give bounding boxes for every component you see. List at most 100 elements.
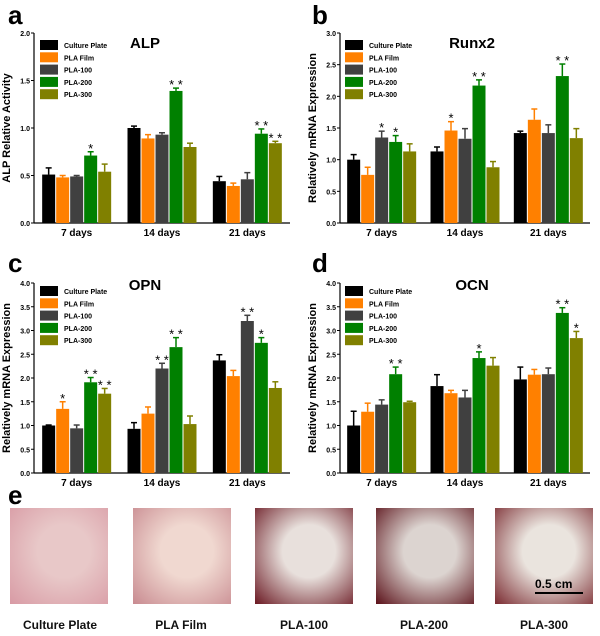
photo-pla-100	[255, 508, 353, 604]
significance-mark: * *	[98, 377, 112, 392]
y-tick-label: 1.0	[326, 424, 336, 431]
bar	[169, 347, 183, 473]
chart-runx2: Runx2 Relatively mRNA Expression 0.0 0.5 1.0…	[307, 31, 590, 239]
legend-label: PLA Film	[64, 301, 94, 308]
significance-mark: * *	[472, 69, 486, 84]
legend-swatch	[345, 64, 363, 75]
x-tick-label: 21 days	[229, 228, 266, 239]
significance-mark: * *	[254, 118, 268, 133]
bar	[141, 413, 155, 473]
legend-swatch	[345, 40, 363, 50]
legend-swatch	[40, 322, 58, 333]
bar	[98, 171, 112, 223]
significance-mark: * *	[240, 304, 254, 319]
legend-label: PLA-200	[369, 80, 397, 87]
legend-label: PLA Film	[369, 55, 399, 62]
bar	[375, 137, 389, 223]
bar	[98, 393, 112, 473]
x-tick-label: 14 days	[144, 228, 181, 239]
bar	[486, 167, 500, 223]
bar	[155, 134, 169, 223]
legend-label: Culture Plate	[64, 43, 107, 50]
y-tick-label: 4.0	[326, 281, 336, 288]
x-tick-label: 21 days	[229, 478, 266, 489]
bar	[444, 130, 458, 223]
photo-pla-300: 0.5 cm	[495, 508, 593, 604]
y-axis-label: Relatively mRNA Expression	[1, 303, 13, 453]
bar	[70, 176, 84, 223]
y-tick-label: 1.0	[326, 158, 336, 165]
x-tick-label: 14 days	[447, 478, 484, 489]
photo-label: Culture Plate	[22, 618, 97, 632]
bar	[84, 382, 98, 473]
y-tick-label: 1.5	[20, 79, 30, 86]
legend-swatch	[40, 40, 58, 50]
bar	[569, 138, 583, 223]
legend-swatch	[345, 335, 363, 346]
bar	[403, 151, 417, 223]
bar	[527, 374, 541, 473]
legend-label: PLA-300	[369, 338, 397, 345]
bar	[212, 360, 226, 473]
legend-swatch	[40, 286, 58, 296]
bar	[347, 425, 361, 473]
bar	[513, 379, 527, 473]
bar	[240, 321, 254, 473]
bar	[403, 402, 417, 473]
legend-swatch	[345, 310, 363, 321]
y-tick-label: 0.0	[20, 471, 30, 478]
chart-title: Runx2	[449, 35, 495, 52]
x-tick-label: 7 days	[366, 478, 398, 489]
y-tick-label: 3.0	[326, 329, 336, 336]
bar	[155, 368, 169, 473]
scale-bar: 0.5 cm	[535, 577, 583, 594]
bar	[361, 174, 375, 223]
legend-swatch	[345, 298, 363, 309]
y-tick-label: 3.0	[326, 31, 336, 38]
legend-label: Culture Plate	[369, 43, 412, 50]
bar	[42, 425, 56, 473]
significance-mark: * *	[389, 356, 403, 371]
bar	[226, 185, 240, 223]
legend-label: PLA-200	[64, 80, 92, 87]
y-tick-label: 2.5	[326, 63, 336, 70]
y-tick-label: 0.0	[326, 221, 336, 228]
y-tick-label: 0.5	[20, 174, 30, 181]
legend-swatch	[40, 76, 58, 87]
legend-swatch	[40, 335, 58, 346]
bar	[127, 128, 141, 223]
bar	[375, 404, 389, 473]
bar	[141, 138, 155, 223]
y-tick-label: 0.5	[20, 447, 30, 454]
bar	[226, 376, 240, 473]
bar	[127, 428, 141, 473]
panel-letter-b: b	[312, 0, 328, 30]
chart-title: OCN	[455, 277, 488, 294]
scale-bar-line	[535, 592, 583, 594]
bar	[486, 365, 500, 473]
bar	[84, 155, 98, 223]
x-tick-label: 7 days	[61, 478, 93, 489]
panel-letter-c: c	[8, 248, 23, 278]
y-tick-label: 1.5	[326, 126, 336, 133]
y-axis-label: Relatively mRNA Expression	[307, 303, 319, 453]
significance-mark: *	[379, 120, 384, 135]
significance-mark: * *	[555, 297, 569, 312]
bar	[569, 338, 583, 473]
legend-label: PLA-200	[64, 326, 92, 333]
y-tick-label: 1.0	[20, 126, 30, 133]
significance-mark: * *	[84, 367, 98, 382]
y-tick-label: 2.0	[20, 376, 30, 383]
bar	[42, 174, 56, 223]
y-tick-label: 3.0	[20, 329, 30, 336]
photo-label: PLA-200	[399, 618, 449, 632]
x-tick-label: 7 days	[61, 228, 93, 239]
chart-opn: OPN Relatively mRNA Expression 0.0 0.5 1.0 1.…	[1, 277, 290, 489]
significance-mark: *	[60, 391, 65, 406]
legend-label: PLA-300	[64, 92, 92, 99]
bar	[555, 76, 569, 223]
legend-label: PLA-300	[64, 338, 92, 345]
bar	[70, 428, 84, 473]
legend-label: PLA Film	[64, 55, 94, 62]
